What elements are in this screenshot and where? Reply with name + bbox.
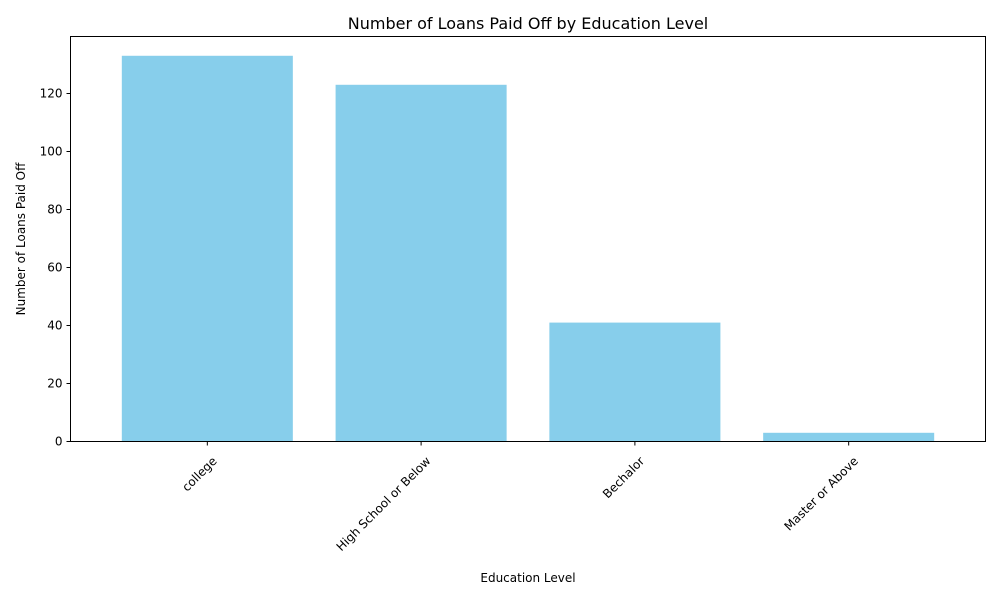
y-axis-ticks: 0 20 40 60 80 100 120	[40, 86, 71, 449]
x-tick-label-1: High School or Below	[334, 454, 434, 554]
x-tick-label-0: college	[179, 454, 219, 494]
x-tick-label-3: Master or Above	[781, 454, 861, 534]
y-tick-label-4: 80	[47, 202, 62, 216]
y-tick-label-2: 40	[47, 318, 62, 332]
bar-1	[335, 84, 507, 442]
bar-2	[549, 322, 721, 442]
y-axis-label: Number of Loans Paid Off	[14, 162, 28, 316]
bars-layer	[121, 55, 935, 442]
x-axis-ticks: college High School or Below Bechalor Maste…	[179, 441, 861, 554]
y-tick-label-6: 120	[40, 86, 63, 100]
x-tick-label-2: Bechalor	[600, 454, 647, 501]
y-tick-label-0: 0	[55, 435, 63, 449]
bar-3	[763, 432, 935, 442]
bar-0	[121, 55, 293, 442]
y-tick-label-5: 100	[40, 144, 63, 158]
y-tick-label-1: 20	[47, 376, 62, 390]
y-tick-label-3: 60	[47, 260, 62, 274]
plot-frame	[70, 36, 986, 442]
x-axis-label: Education Level	[480, 571, 575, 585]
chart-title: Number of Loans Paid Off by Education Le…	[348, 14, 708, 33]
